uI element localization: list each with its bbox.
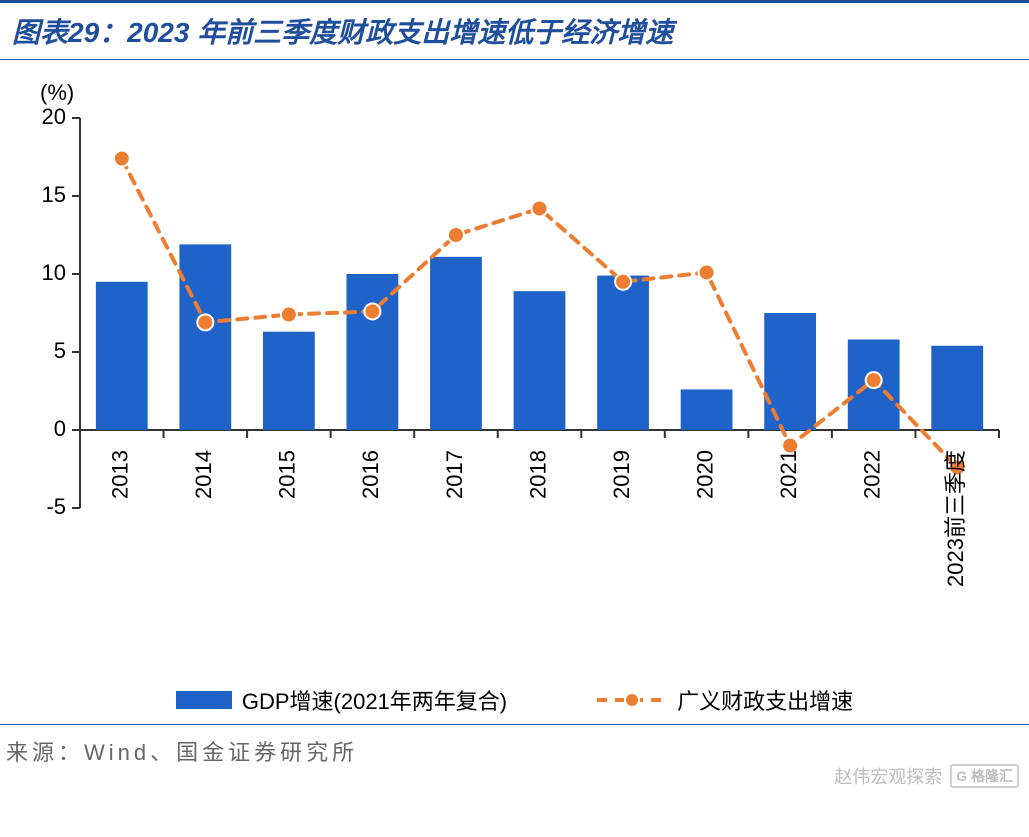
svg-text:2013: 2013 (108, 450, 133, 499)
svg-text:2022: 2022 (859, 450, 884, 499)
svg-text:2017: 2017 (442, 450, 467, 499)
svg-text:15: 15 (42, 182, 66, 207)
watermark-text: 赵伟宏观探索 (834, 763, 942, 789)
legend-item-line: 广义财政支出增速 (597, 684, 853, 716)
svg-text:2015: 2015 (275, 450, 300, 499)
svg-text:0: 0 (54, 416, 66, 441)
svg-text:2020: 2020 (692, 450, 717, 499)
svg-text:2019: 2019 (609, 450, 634, 499)
svg-text:2023前三季度: 2023前三季度 (943, 450, 968, 587)
legend-line-swatch (597, 690, 667, 710)
svg-text:20: 20 (42, 104, 66, 129)
legend-line-label: 广义财政支出增速 (677, 684, 853, 716)
svg-text:10: 10 (42, 260, 66, 285)
chart-area: -5 0 5 10 15 20(%) 2013 2014 2015 2016 2017 2018 201… (0, 68, 1029, 678)
legend-item-bars: GDP增速(2021年两年复合) (176, 684, 507, 716)
chart-svg: -5 0 5 10 15 20(%) 2013 2014 2015 2016 2017 2018 201… (0, 68, 1029, 678)
legend-bar-label: GDP增速(2021年两年复合) (242, 684, 507, 716)
svg-text:2018: 2018 (525, 450, 550, 499)
svg-text:2014: 2014 (191, 450, 216, 499)
svg-text:2016: 2016 (358, 450, 383, 499)
svg-text:(%): (%) (40, 80, 74, 105)
legend: GDP增速(2021年两年复合) 广义财政支出增速 (0, 678, 1029, 725)
svg-text:-5: -5 (46, 494, 66, 519)
watermark: 赵伟宏观探索 G 格隆汇 (834, 763, 1019, 789)
svg-text:2021: 2021 (776, 450, 801, 499)
watermark-logo: G 格隆汇 (950, 764, 1019, 788)
legend-bar-swatch (176, 691, 232, 709)
chart-title: 图表29：2023 年前三季度财政支出增速低于经济增速 (0, 0, 1029, 60)
svg-text:5: 5 (54, 338, 66, 363)
